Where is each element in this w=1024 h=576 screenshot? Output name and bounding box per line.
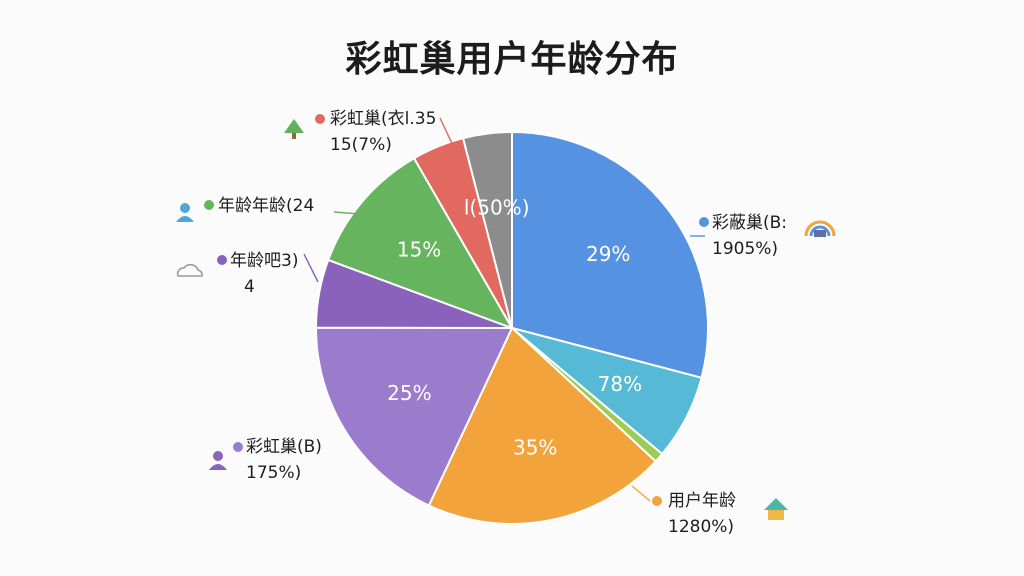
slice-percent-label: 35% [513, 435, 557, 459]
leader-line [303, 253, 319, 283]
legend-label: 用户年龄 [668, 491, 736, 511]
legend-sublabel: 1905%) [712, 239, 778, 259]
legend-sublabel: 15(7%) [330, 135, 392, 155]
pie-slice [461, 130, 513, 329]
slice-percent-label: 15% [397, 238, 441, 262]
legend-dot [699, 217, 709, 227]
house-icon [764, 498, 788, 520]
legend-sublabel: 175%) [246, 463, 301, 483]
slice-percent-label: 29% [586, 242, 630, 266]
house-rainbow-icon [804, 220, 836, 237]
slice-percent-label: 25% [387, 381, 431, 405]
pie-slice [314, 326, 514, 507]
user-icon [176, 203, 194, 222]
pie-slice [326, 156, 515, 330]
legend-dot [217, 255, 227, 265]
pie-slice [427, 326, 658, 525]
legend-sublabel: 1280%) [668, 517, 734, 537]
legend-sublabel: 4 [244, 277, 255, 297]
legend-dot [233, 442, 243, 452]
legend-label: 彩蔽巢(B: [712, 213, 787, 233]
slice-percent-label: 78% [598, 372, 642, 396]
leader-line [439, 117, 457, 153]
legend-label: 彩虹巢(B) [246, 437, 322, 457]
slice-percent-label: l(50%) [464, 195, 530, 219]
leader-line [333, 211, 361, 215]
pie-slice [511, 130, 709, 380]
legend-label: 年龄年龄(24 [218, 196, 314, 216]
user-icon [209, 451, 227, 470]
leader-line [631, 485, 651, 502]
cloud-icon [176, 263, 203, 277]
tree-icon [284, 119, 304, 139]
legend-dot [652, 496, 662, 506]
legend-label: 彩虹巢(衣l.35 [330, 109, 436, 129]
legend-label: 年龄吧3) [230, 251, 298, 271]
legend-dot [315, 114, 325, 124]
chart-title: 彩虹巢用户年龄分布 [345, 39, 679, 80]
legend-dot [204, 200, 214, 210]
